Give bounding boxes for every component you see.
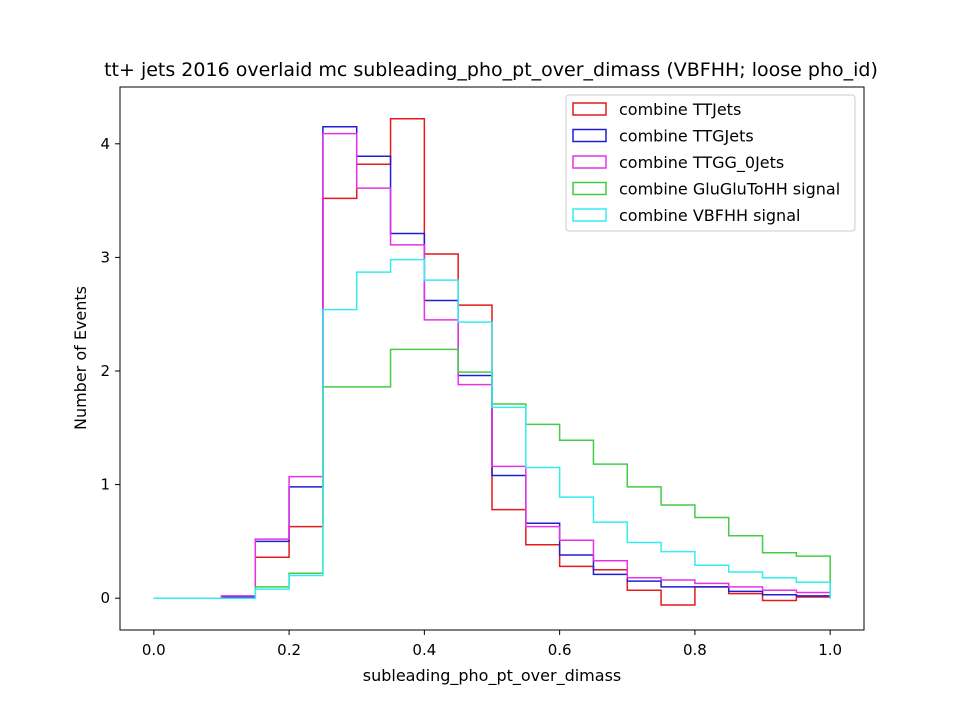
- x-axis-title: subleading_pho_pt_over_dimass: [363, 666, 621, 686]
- legend-frame: [565, 94, 856, 232]
- legend-swatch: [572, 208, 607, 222]
- x-tick-label: 1.0: [818, 641, 842, 659]
- legend-swatch: [572, 155, 607, 169]
- y-tick-label: 4: [100, 135, 110, 153]
- x-tick-label: 0.8: [683, 641, 707, 659]
- y-tick-label: 3: [100, 248, 110, 266]
- legend-swatch: [572, 181, 607, 196]
- legend-label: combine TTGG_0Jets: [619, 153, 784, 173]
- y-tick-label: 2: [100, 362, 110, 380]
- series-layer: [153, 118, 831, 606]
- y-tick-label: 0: [100, 589, 110, 607]
- x-axis: 0.0 0.2 0.4 0.6 0.8 1.0: [142, 630, 842, 659]
- legend-swatch: [572, 128, 607, 143]
- x-tick-label: 0.6: [548, 641, 572, 659]
- legend-entries: combine TTJets combine TTGJets combine TTG…: [572, 100, 840, 225]
- y-tick-label: 1: [100, 476, 110, 494]
- y-axis-title: Number of Events: [71, 286, 90, 430]
- series-5-step-line: [153, 258, 831, 599]
- legend-label: combine TTJets: [619, 100, 741, 119]
- legend-label: combine GluGluToHH signal: [619, 180, 840, 199]
- x-tick-label: 0.4: [412, 641, 436, 659]
- legend-label: combine TTGJets: [619, 127, 754, 146]
- legend-swatch: [572, 102, 607, 116]
- legend-label: combine VBFHH signal: [619, 206, 800, 225]
- x-tick-label: 0.2: [277, 641, 301, 659]
- y-axis: 0 1 2 3 4: [100, 135, 120, 607]
- chart-title: tt+ jets 2016 overlaid mc subleading_pho…: [104, 59, 878, 81]
- x-tick-label: 0.0: [142, 641, 166, 659]
- legend: combine TTJets combine TTGJets combine TTG…: [565, 94, 856, 232]
- plot-frame: [119, 86, 865, 631]
- series-3-step-line: [153, 132, 831, 599]
